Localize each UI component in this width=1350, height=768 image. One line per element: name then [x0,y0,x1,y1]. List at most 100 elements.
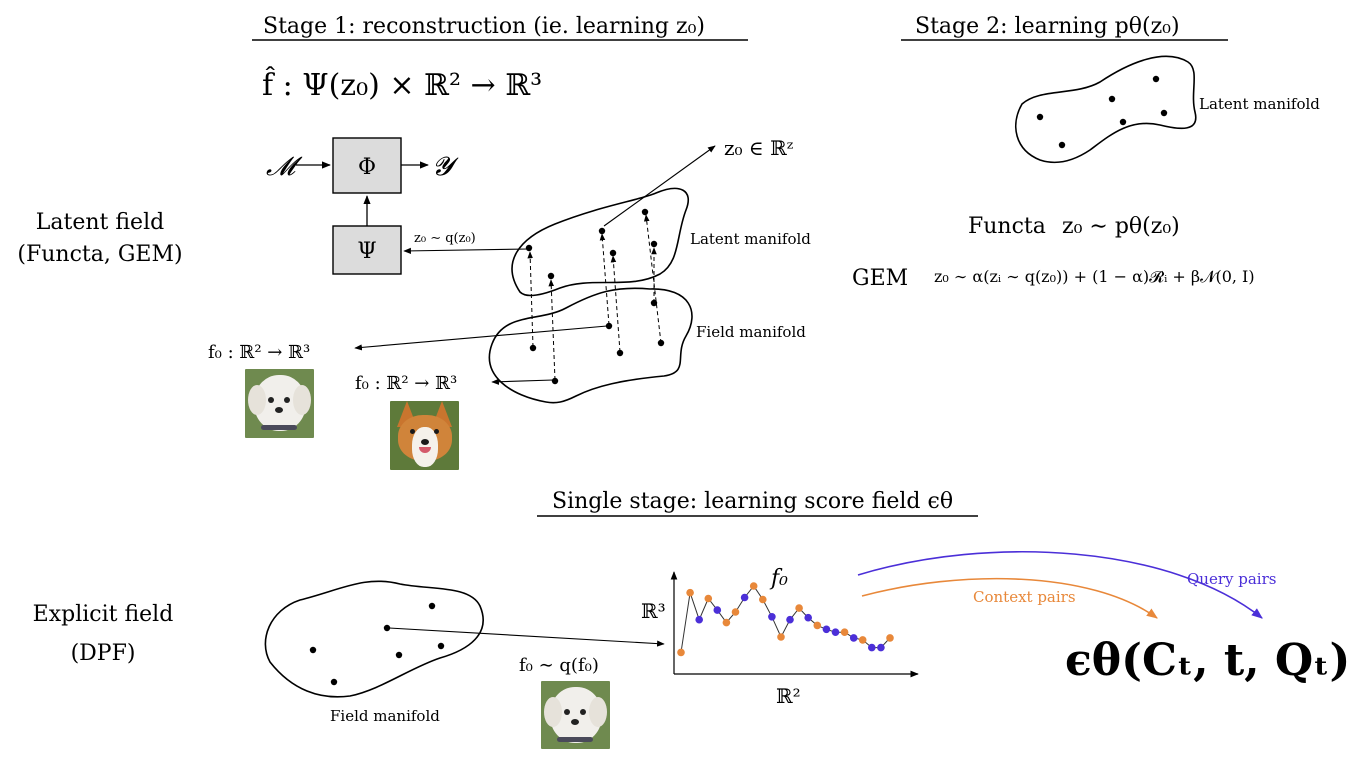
field-point [551,377,559,385]
latent-points [525,208,658,280]
query-point [768,613,776,621]
single-stage-title: Single stage: learning score field ϵθ [552,489,953,514]
maltese-dog-photo-2 [541,681,610,749]
field-manifold-label: Field manifold [696,323,806,341]
field-function-label-2: f₀ : ℝ² → ℝ³ [355,373,457,394]
query-point [877,643,885,652]
context-point [813,621,822,630]
phi-label: Φ [358,155,376,180]
latent-point [641,208,649,216]
stage2-title: Stage 2: learning pθ(z₀) [915,14,1180,39]
field-to-latent-correspondences [527,214,662,381]
plot-x-label: ℝ² [776,684,801,708]
field-points [529,299,665,385]
field-manifold-shape [488,287,693,404]
stage2-latent-point [1119,118,1127,126]
context-point [795,604,803,612]
field-function-arrow-2 [491,378,554,385]
gem-formula: z₀ ∼ α(zᵢ ∼ q(z₀)) + (1 − α)𝓡ᵢ + β𝓝(0, I… [934,267,1255,286]
signal-series [677,582,894,657]
maltese-dog-photo-1 [245,369,314,438]
context-point [886,634,894,642]
query-pairs-arrow [857,550,1263,619]
context-point [677,648,685,657]
field-point [616,349,624,357]
context-pairs-arrow [861,577,1158,619]
context-point [722,618,731,627]
query-point [740,593,749,602]
latent-space-label: z₀ ∈ ℝᶻ [724,136,794,160]
field-function-arrow-1 [354,325,608,351]
query-point [786,615,794,624]
latent-field-row-label: Latent field [36,210,164,235]
explicit-field-row-sublabel: (DPF) [71,641,136,666]
latent-manifold-label: Latent manifold [690,230,811,248]
stage2-latent-point [1108,95,1116,103]
query-point [804,613,812,622]
query-point [868,643,876,652]
latent-space-arrow [603,145,716,227]
latent-point [609,249,617,257]
field-function-label-1: f₀ : ℝ² → ℝ³ [208,342,310,363]
score-field-formula: ϵθ(Cₜ, t, Qₜ) [1065,635,1350,686]
plot-function-label: f₀ [769,566,788,591]
corgi-dog-photo [390,401,459,470]
functa-formula: z₀ ∼ pθ(z₀) [1062,214,1180,239]
output-set-symbol: 𝓨 [432,152,459,182]
explicit-field-row-label: Explicit field [33,602,174,627]
dpf-sample-label: f₀ ∼ q(f₀) [519,655,599,676]
dpf-field-manifold-shape [264,580,484,698]
correspondence-line [548,279,556,381]
query-point [713,606,722,614]
context-point [840,628,849,636]
gem-prefix: GEM [852,266,908,291]
correspondence-line [610,255,621,353]
stage2-latent-manifold-shape [1014,55,1197,164]
correspondence-line [527,251,534,348]
dpf-field-point [428,602,436,610]
stage2-latent-points [1036,75,1168,149]
query-pairs-label: Query pairs [1187,570,1276,588]
stage2-latent-point [1058,141,1066,149]
latent-point [547,272,555,280]
latent-point [598,227,606,235]
field-point [650,299,658,307]
stage1-title: Stage 1: reconstruction (ie. learning z₀… [263,14,705,39]
stage2-latent-point [1036,113,1044,121]
field-point [529,344,537,352]
latent-sample-label: z₀ ∼ q(z₀) [414,231,476,246]
stage2-latent-point [1152,75,1160,83]
dpf-field-points [309,602,445,686]
field-point [657,339,665,347]
dpf-field-point [437,642,445,650]
plot-y-label: ℝ³ [641,599,666,623]
context-point [749,582,758,590]
correspondence-line [599,233,610,326]
latent-manifold-shape [511,187,689,297]
latent-field-row-sublabel: (Functa, GEM) [17,242,182,267]
input-set-symbol: 𝓜 [266,152,303,182]
dpf-sample-arrow [388,627,665,647]
context-point [777,633,785,641]
dpf-field-point [383,624,391,632]
query-point [849,634,858,642]
latent-sample-arrow [403,247,529,254]
stage2-latent-manifold-label: Latent manifold [1199,95,1320,113]
context-point [858,636,867,644]
context-point [686,588,694,597]
context-point [759,595,767,604]
context-pairs-label: Context pairs [973,588,1076,606]
dpf-field-point [395,651,403,659]
dpf-field-point [330,678,338,686]
context-point [731,608,740,616]
signal-line [680,585,891,653]
context-point [704,594,713,603]
functa-prefix: Functa [968,214,1046,239]
psi-label: Ψ [357,239,376,264]
query-point [695,615,703,624]
stage2-latent-point [1160,109,1168,117]
dpf-field-manifold-label: Field manifold [330,707,440,725]
query-point [831,628,840,636]
signal-plot: ℝ³ ℝ² f₀ [641,566,919,708]
